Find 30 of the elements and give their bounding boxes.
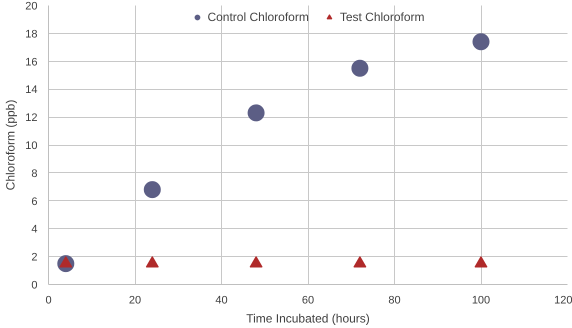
y-tick-label: 4 <box>31 224 38 236</box>
x-tick-label: 40 <box>215 294 228 306</box>
y-tick-label: 16 <box>25 56 38 68</box>
x-tick-label: 120 <box>554 294 572 306</box>
y-tick-label: 20 <box>25 0 38 12</box>
x-tick-label: 100 <box>472 294 490 306</box>
point <box>248 104 265 122</box>
y-tick-label: 14 <box>25 84 38 96</box>
point <box>472 33 490 50</box>
point <box>146 256 159 268</box>
y-tick-label: 8 <box>31 168 38 180</box>
x-tick-label: 60 <box>302 294 314 306</box>
point <box>250 256 263 268</box>
x-tick-label: 20 <box>128 294 142 306</box>
x-axis-title: Time Incubated (hours) <box>246 312 370 326</box>
y-tick-label: 2 <box>31 252 38 264</box>
point <box>144 181 161 198</box>
legend-label: Control Chloroform <box>207 10 309 24</box>
x-tick-label: 0 <box>45 294 52 306</box>
y-tick-label: 6 <box>31 196 38 208</box>
y-tick-label: 0 <box>31 280 38 292</box>
y-tick-label: 18 <box>25 28 38 40</box>
y-tick-label: 12 <box>25 112 38 124</box>
y-axis-title: Chloroform (ppb) <box>3 100 18 190</box>
x-tick-label: 80 <box>388 294 401 306</box>
point <box>353 256 366 268</box>
legend-label: Test Chloroform <box>340 10 425 24</box>
point <box>474 256 488 268</box>
y-tick-label: 10 <box>25 140 38 152</box>
point <box>351 60 368 77</box>
